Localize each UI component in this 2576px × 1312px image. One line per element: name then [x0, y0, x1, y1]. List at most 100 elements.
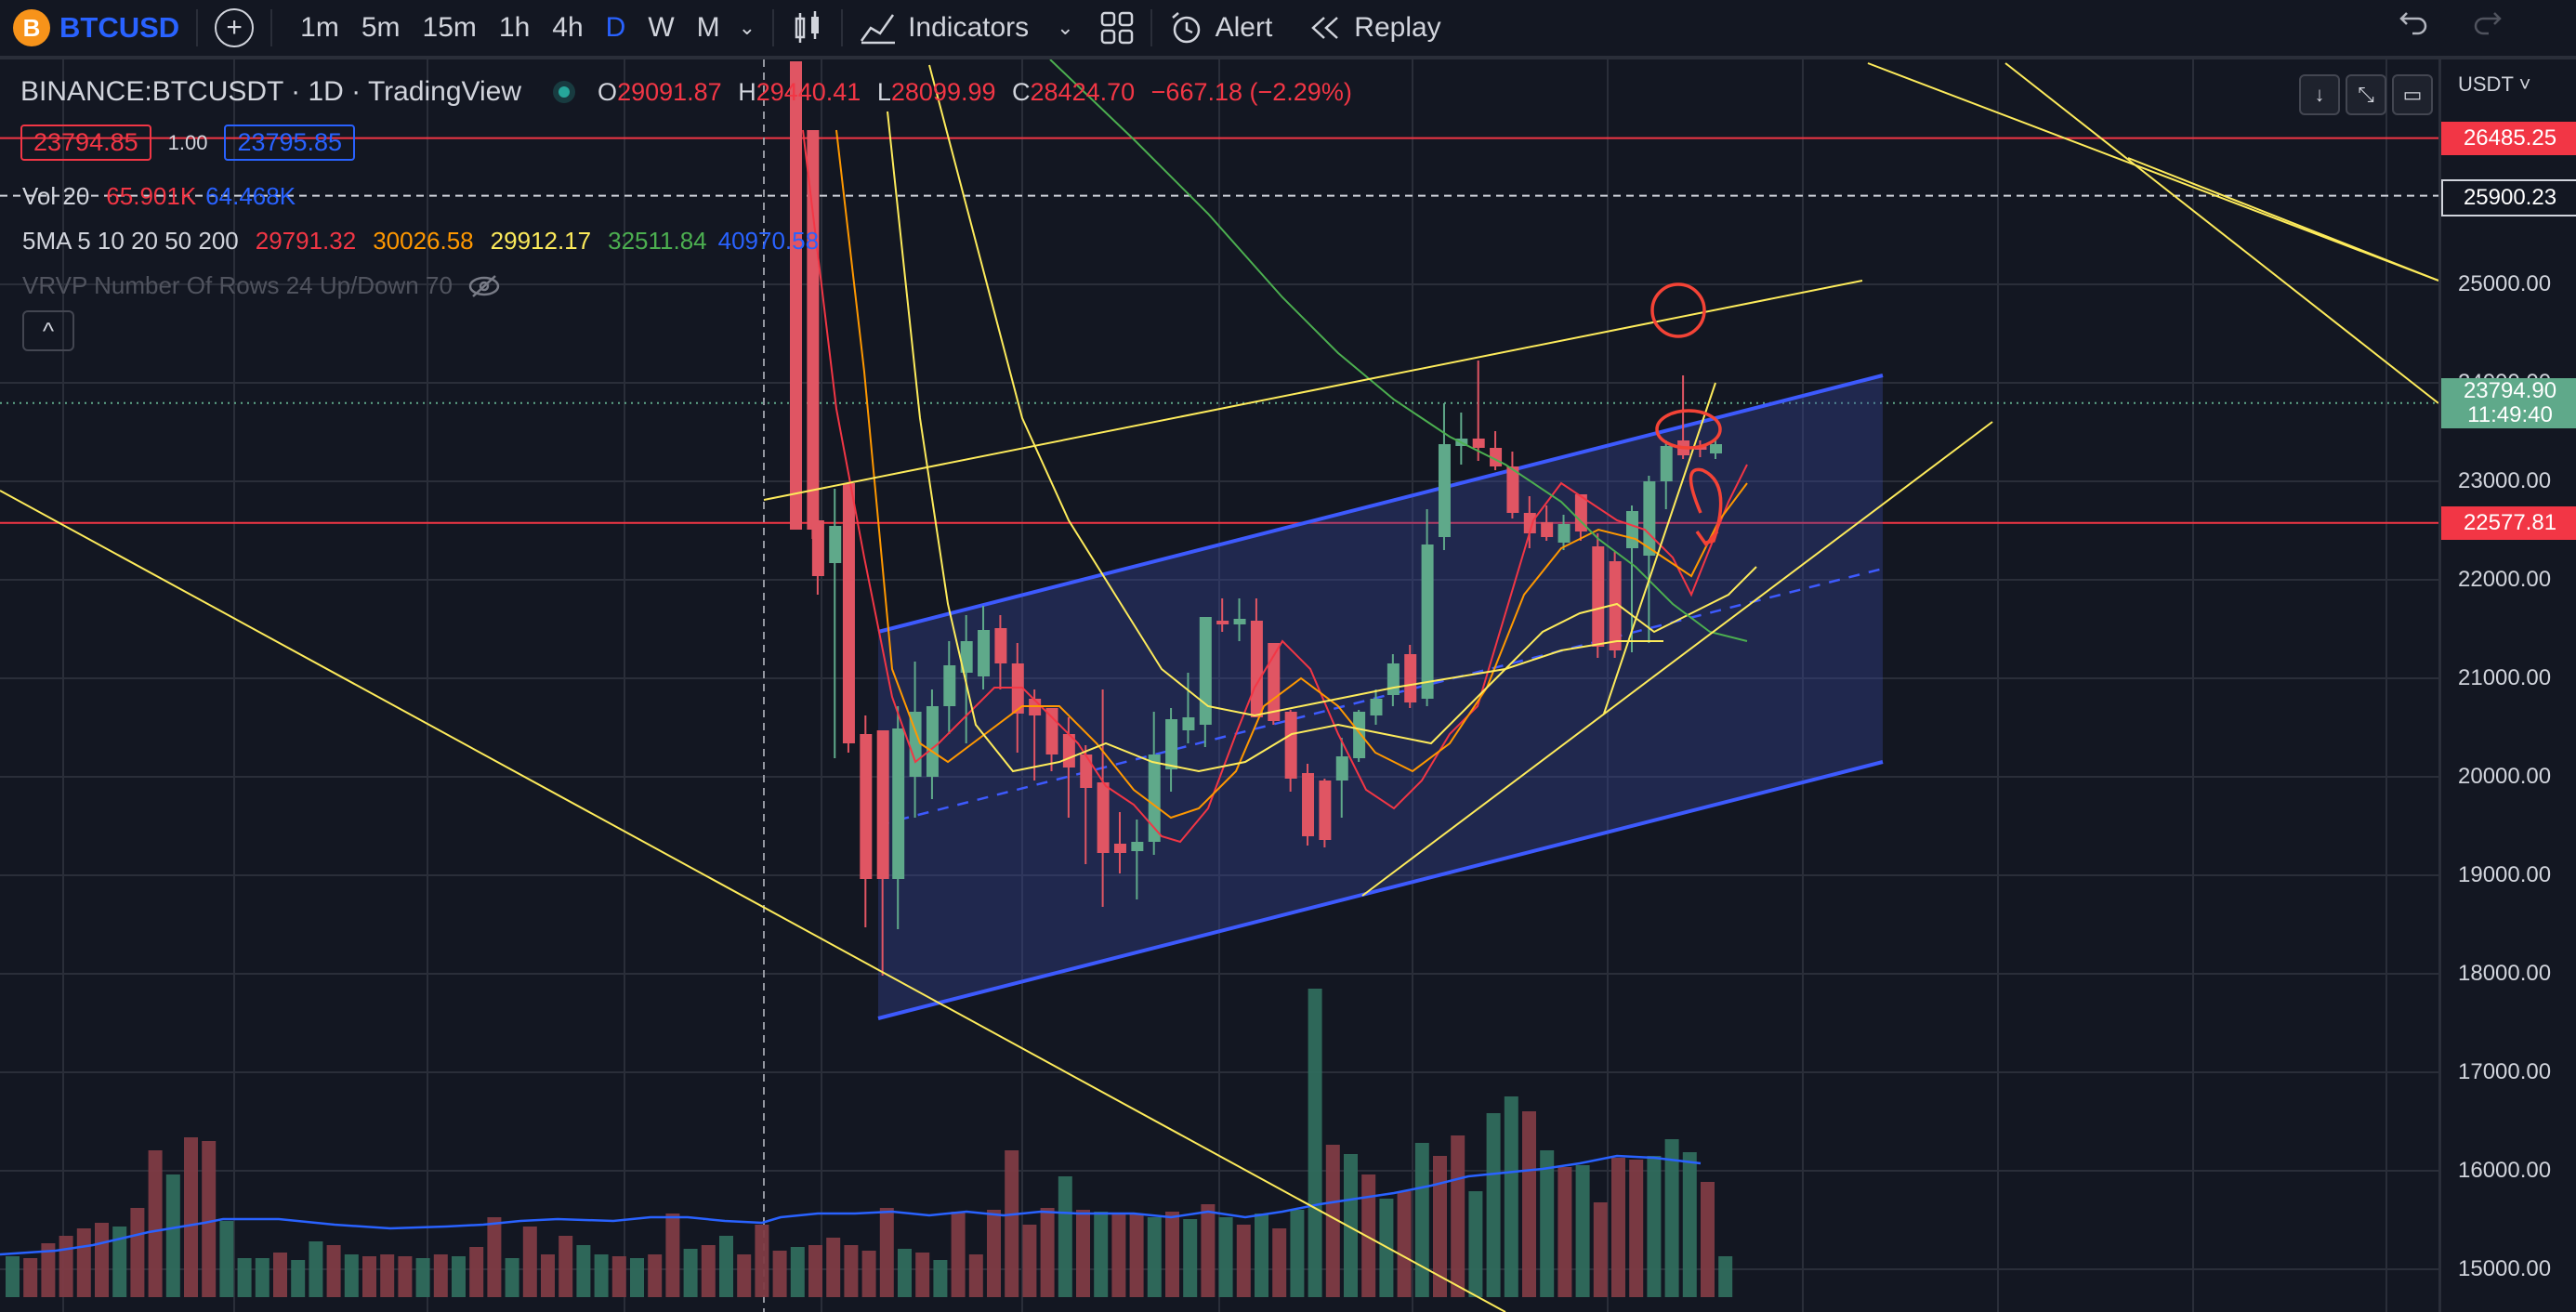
volume-bar — [1433, 1156, 1447, 1297]
volume-ma-value: 64.468K — [205, 182, 296, 210]
spread-value: 1.00 — [167, 130, 208, 154]
channel-middle-line — [877, 567, 1884, 827]
candle-body — [1250, 621, 1263, 717]
price-tick: 16000.00 — [2458, 1158, 2552, 1183]
indicators-button[interactable]: Indicators — [860, 11, 1029, 45]
bar-countdown: 11:49:40 — [2467, 401, 2553, 427]
bitcoin-icon[interactable]: B — [13, 9, 50, 46]
volume-bar — [1522, 1111, 1536, 1297]
replay-button[interactable]: Replay — [1309, 12, 1441, 44]
plus-icon: + — [226, 12, 243, 43]
volume-bar — [326, 1245, 341, 1297]
volume-bar — [1682, 1152, 1697, 1297]
alert-button[interactable]: Alert — [1169, 10, 1272, 46]
volume-bar — [291, 1260, 306, 1297]
buy-price-button[interactable]: 23795.85 — [224, 125, 356, 161]
volume-bar — [915, 1253, 930, 1297]
price-marker-22577: 22577.81 — [2441, 505, 2576, 540]
trendline-upper-right-3 — [2127, 157, 2438, 282]
interval-15m[interactable]: 15m — [422, 12, 477, 43]
volume-bar — [968, 1254, 983, 1297]
layout-grid-icon[interactable] — [1100, 11, 1134, 45]
interval-W[interactable]: W — [648, 12, 675, 43]
high-value: 29440.41 — [756, 77, 861, 106]
trendline-support — [1361, 421, 1993, 897]
volume-bar — [683, 1249, 698, 1297]
interval-1m[interactable]: 1m — [300, 12, 339, 43]
redo-icon[interactable] — [2472, 6, 2504, 37]
ma10-value: 30026.58 — [373, 227, 474, 255]
top-toolbar: B BTCUSD + 1m 5m 15m 1h 4h D W M ⌄ Indicators ⌄… — [0, 0, 2576, 59]
ma-legend[interactable]: 5MA 5 10 20 50 200 29791.32 30026.58 299… — [22, 227, 819, 256]
interval-5m[interactable]: 5m — [361, 12, 401, 43]
toolbar-divider — [196, 9, 199, 46]
volume-bar — [844, 1245, 859, 1297]
scroll-down-icon[interactable]: ↓ — [2299, 74, 2340, 115]
candle-body — [1284, 712, 1297, 779]
close-value: 28424.70 — [1030, 77, 1136, 106]
high-label: H — [738, 77, 756, 106]
collapse-icon[interactable]: ⤡ — [2346, 74, 2386, 115]
volume-bar — [1290, 1210, 1305, 1297]
ma-label: 5MA 5 10 20 50 200 — [22, 227, 239, 255]
change-value: −667.18 (−2.29%) — [1150, 77, 1352, 106]
interval-4h[interactable]: 4h — [552, 12, 584, 43]
candlestick-icon[interactable] — [791, 9, 824, 46]
candle-body — [1557, 524, 1571, 543]
volume-bar — [380, 1254, 395, 1297]
collapse-legend-button[interactable]: ^ — [22, 310, 74, 351]
volume-bar — [237, 1258, 252, 1297]
candle-body — [1404, 654, 1417, 702]
price-axis[interactable]: USDT ˅ 25000.0024000.0023000.0022000.002… — [2438, 59, 2576, 1312]
chevron-up-icon: ^ — [42, 316, 55, 345]
candle-body — [842, 483, 855, 743]
candle-body — [1574, 494, 1587, 531]
vrvp-label: VRVP Number Of Rows 24 Up/Down 70 — [22, 271, 453, 299]
undo-icon[interactable] — [2398, 6, 2429, 37]
symbol-search-button[interactable]: BTCUSD — [59, 11, 180, 44]
indicators-label: Indicators — [908, 12, 1030, 43]
candle-body — [892, 728, 905, 879]
marker-label: 26485.25 — [2463, 125, 2557, 151]
volume-bar — [719, 1236, 733, 1297]
volume-bar — [59, 1236, 73, 1297]
volume-bar — [1468, 1191, 1483, 1297]
channel-overlay — [877, 374, 1884, 1020]
eye-hidden-icon[interactable] — [467, 274, 501, 298]
chart-canvas[interactable] — [0, 59, 2438, 1312]
volume-bar — [273, 1253, 287, 1297]
volume-bar — [1325, 1145, 1340, 1297]
add-symbol-button[interactable]: + — [215, 8, 255, 47]
volume-bar — [1593, 1202, 1608, 1297]
volume-bar — [630, 1258, 644, 1297]
volume-legend[interactable]: Vol 20 65.901K 64.468K — [22, 182, 296, 211]
volume-bar — [1504, 1096, 1518, 1297]
price-tick: 20000.00 — [2458, 764, 2552, 789]
chevron-down-icon[interactable]: ⌄ — [1057, 16, 1074, 39]
ma5-value: 29791.32 — [255, 227, 357, 255]
interval-1h[interactable]: 1h — [498, 12, 531, 43]
market-status-dot — [559, 86, 571, 98]
interval-M[interactable]: M — [696, 12, 720, 43]
currency-selector[interactable]: USDT ˅ — [2458, 72, 2531, 96]
annotation-circle-current — [1655, 409, 1722, 450]
toolbar-divider — [841, 9, 844, 46]
volume-bar — [95, 1223, 109, 1297]
price-tick: 18000.00 — [2458, 961, 2552, 986]
fullscreen-icon[interactable]: ▭ — [2392, 74, 2433, 115]
replay-icon — [1311, 17, 1339, 39]
chevron-down-icon[interactable]: ⌄ — [738, 16, 756, 39]
candle-body — [1045, 708, 1058, 754]
volume-bar — [1183, 1219, 1198, 1297]
candle-body — [1506, 466, 1519, 513]
candle-body — [1353, 712, 1366, 758]
sell-price-button[interactable]: 23794.85 — [20, 125, 151, 161]
interval-D[interactable]: D — [605, 12, 626, 43]
vrvp-legend[interactable]: VRVP Number Of Rows 24 Up/Down 70 — [22, 271, 501, 300]
volume-bar — [898, 1249, 912, 1297]
volume-bar — [1076, 1210, 1090, 1297]
volume-bar — [1664, 1139, 1679, 1297]
candle-body — [1097, 782, 1110, 853]
volume-bar — [987, 1210, 1001, 1297]
volume-bar — [1129, 1214, 1144, 1297]
